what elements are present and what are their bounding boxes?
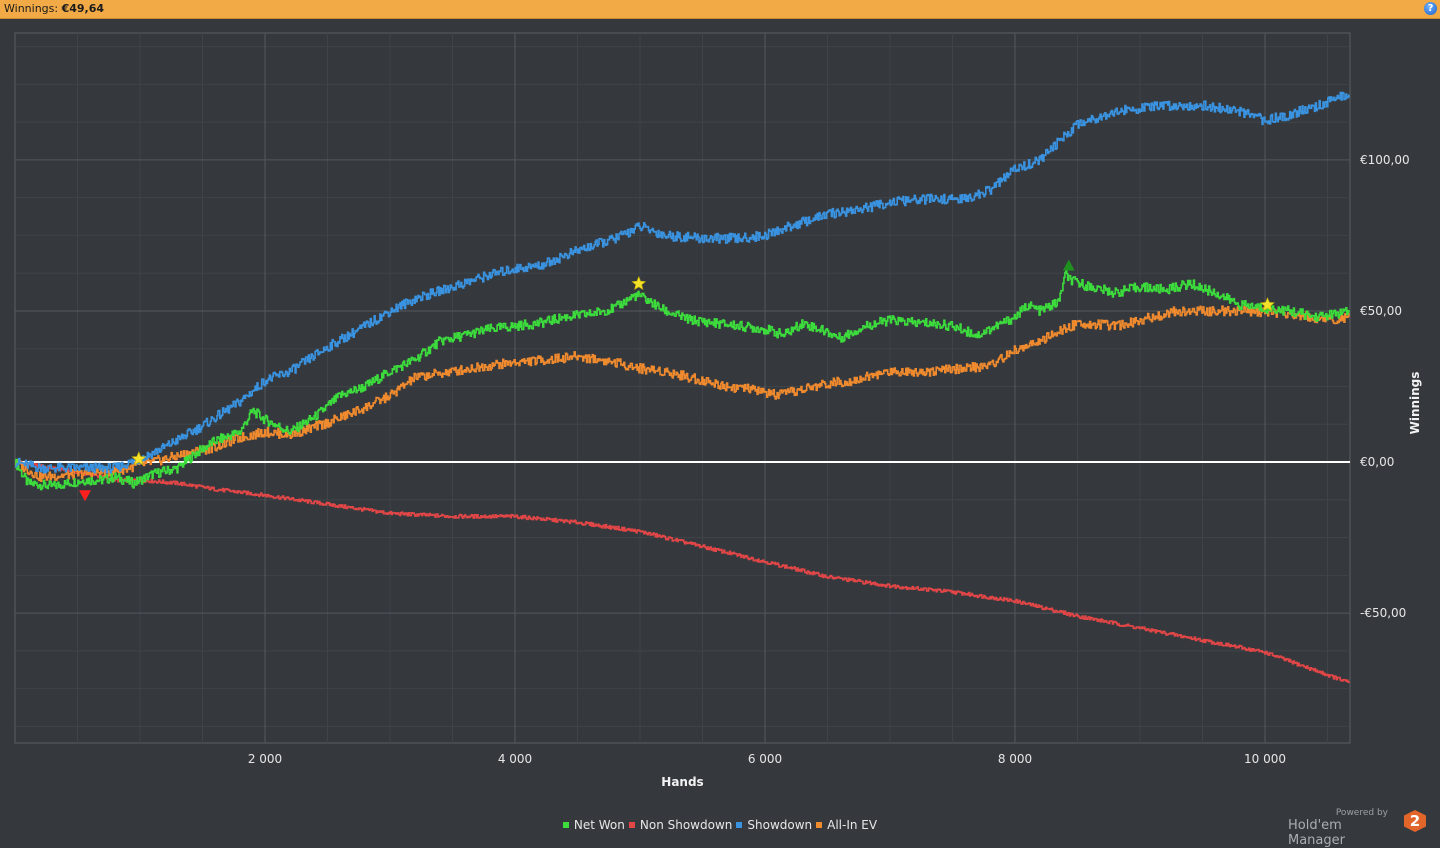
x-axis-title: Hands — [661, 775, 703, 789]
hem-logo-icon: 2 — [1404, 810, 1426, 832]
series-line-showdown — [15, 91, 1350, 474]
legend-item-showdown[interactable]: Showdown — [736, 818, 812, 832]
winnings-summary: Winnings: €49,64 — [4, 0, 104, 18]
legend-label: Net Won — [573, 818, 625, 832]
x-tick-label: 2 000 — [248, 752, 282, 766]
legend-label: Non Showdown — [639, 818, 733, 832]
y-tick-label: €0,00 — [1360, 455, 1394, 469]
series-line-net-won — [15, 270, 1350, 491]
marker-min-triangle-down — [79, 490, 91, 502]
legend-swatch — [628, 822, 635, 828]
series-line-all-in-ev — [15, 305, 1350, 482]
y-tick-label: -€50,00 — [1360, 606, 1406, 620]
marker-max-triangle-up — [1062, 259, 1075, 271]
marker-star-star — [131, 451, 147, 466]
branding: Powered by Hold'em Manager 2 — [1288, 806, 1428, 848]
powered-by-text: Powered by — [1335, 808, 1388, 818]
chart-legend: Net Won Non Showdown Showdown All-In EV — [0, 818, 1440, 832]
series-line-non-showdown — [15, 460, 1350, 684]
marker-star-star — [631, 276, 647, 291]
y-axis-title: Winnings — [1408, 372, 1422, 435]
x-tick-label: 4 000 — [498, 752, 532, 766]
legend-swatch — [816, 822, 823, 828]
product-name: Hold'em Manager — [1288, 818, 1345, 848]
help-icon[interactable]: ? — [1424, 2, 1437, 15]
x-tick-label: 6 000 — [748, 752, 782, 766]
legend-item-all-in-ev[interactable]: All-In EV — [816, 818, 877, 832]
plot-area — [14, 32, 1351, 744]
x-tick-label: 8 000 — [998, 752, 1032, 766]
x-tick-label: 10 000 — [1244, 752, 1286, 766]
y-tick-label: €50,00 — [1360, 304, 1402, 318]
legend-label: Showdown — [747, 818, 813, 832]
top-bar: Winnings: €49,64 ? — [0, 0, 1440, 19]
winnings-chart: 2 000 4 000 6 000 8 000 10 000 -€50,00 €0,00 €5… — [14, 32, 1422, 789]
marker-star-star — [1260, 297, 1275, 312]
legend-item-non-showdown[interactable]: Non Showdown — [628, 818, 733, 832]
legend-swatch — [736, 822, 743, 828]
winnings-label: Winnings: — [4, 2, 59, 15]
y-tick-label: €100,00 — [1360, 153, 1410, 167]
legend-swatch — [562, 822, 569, 828]
legend-item-net-won[interactable]: Net Won — [562, 818, 625, 832]
legend-label: All-In EV — [827, 818, 878, 832]
winnings-value: €49,64 — [61, 2, 105, 15]
